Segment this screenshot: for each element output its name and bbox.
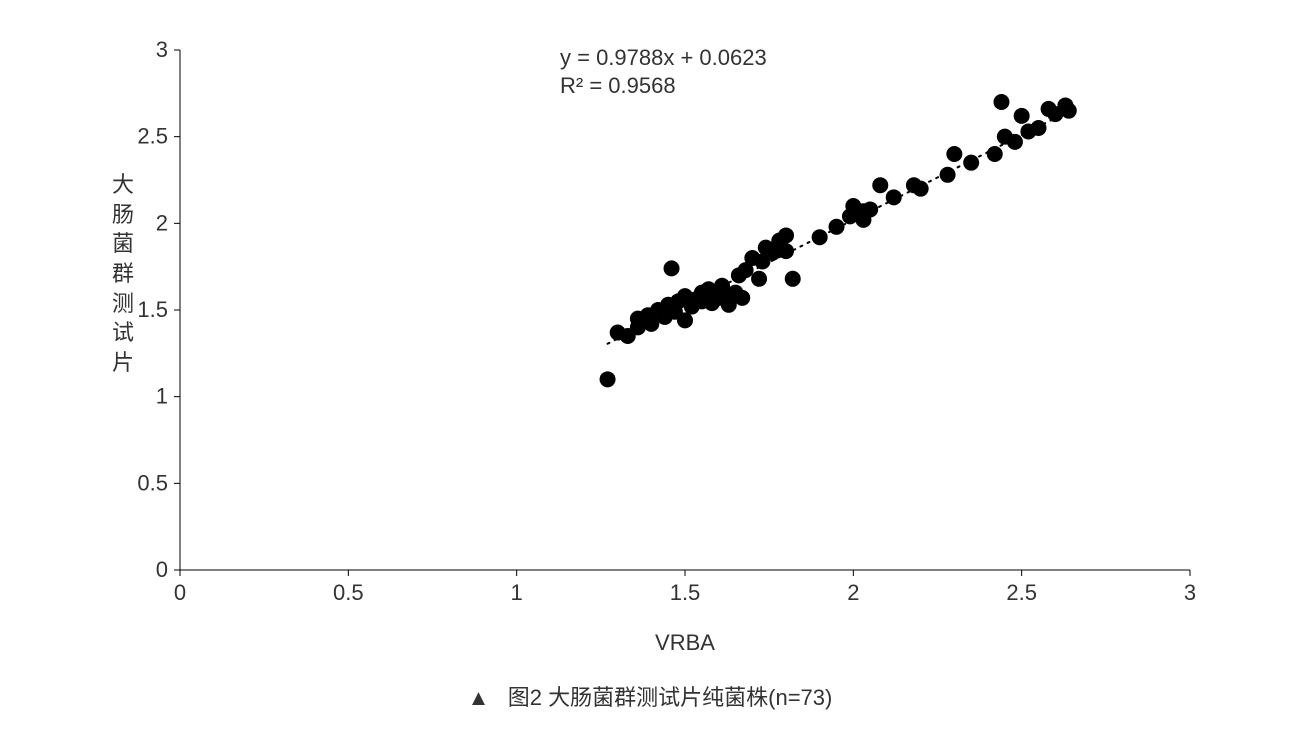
plot-area: 0 0.5 1 1.5 2 2.5 3 0 0.5 1 1.5 2 2.5 3 [50, 20, 1250, 640]
x-axis-label: VRBA [180, 630, 1190, 656]
r-squared: R² = 0.9568 [560, 73, 676, 99]
svg-text:2.5: 2.5 [137, 124, 168, 149]
svg-text:1.5: 1.5 [137, 297, 168, 322]
svg-text:2: 2 [156, 210, 168, 235]
svg-text:0.5: 0.5 [333, 580, 364, 605]
svg-text:3: 3 [156, 37, 168, 62]
svg-text:2: 2 [847, 580, 859, 605]
svg-text:0: 0 [156, 557, 168, 582]
svg-text:2.5: 2.5 [1006, 580, 1037, 605]
svg-text:0.5: 0.5 [137, 470, 168, 495]
scatter-chart: 大肠菌群测试片 y = 0.9788x + 0.0623 R² = 0.9568… [50, 20, 1250, 720]
svg-text:1: 1 [156, 384, 168, 409]
y-axis-label: 大肠菌群测试片 [110, 170, 136, 378]
caption-marker-icon: ▲ [468, 685, 490, 710]
svg-text:0: 0 [174, 580, 186, 605]
svg-text:3: 3 [1184, 580, 1196, 605]
svg-text:1.5: 1.5 [670, 580, 701, 605]
regression-equation: y = 0.9788x + 0.0623 [560, 45, 767, 71]
figure-caption: ▲ 图2 大肠菌群测试片纯菌株(n=73) [50, 680, 1250, 712]
caption-text: 图2 大肠菌群测试片纯菌株(n=73) [508, 685, 833, 710]
svg-text:1: 1 [511, 580, 523, 605]
